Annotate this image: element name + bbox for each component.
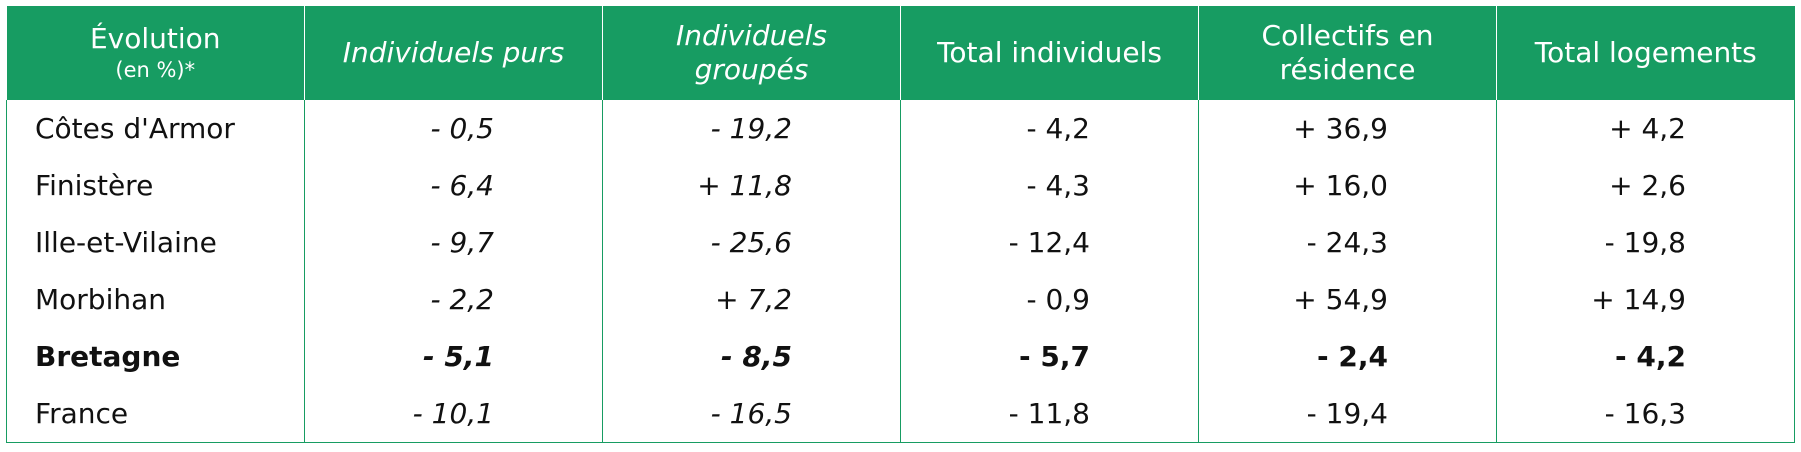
value-cell: + 11,8 (602, 157, 901, 214)
value-cell: - 19,2 (602, 100, 901, 157)
row-label: France (6, 385, 305, 443)
table-row: France - 10,1- 16,5- 11,8- 19,4- 16,3 (6, 385, 1795, 443)
header-row: Évolution (en %)* Individuels purs Indivi… (6, 6, 1795, 100)
value-cell: - 4,3 (900, 157, 1199, 214)
value-cell: - 0,5 (304, 100, 603, 157)
value-cell: - 4,2 (1496, 328, 1795, 385)
header-cell: Total individuels (900, 6, 1199, 100)
value-cell: + 4,2 (1496, 100, 1795, 157)
row-label: Côtes d'Armor (6, 100, 305, 157)
row-label: Bretagne (6, 328, 305, 385)
value-cell: - 4,2 (900, 100, 1199, 157)
header-cell: Collectifs en résidence (1198, 6, 1497, 100)
value-cell: - 16,5 (602, 385, 901, 443)
value-cell: - 8,5 (602, 328, 901, 385)
value-cell: - 12,4 (900, 214, 1199, 271)
value-cell: - 16,3 (1496, 385, 1795, 443)
value-cell: - 10,1 (304, 385, 603, 443)
header-cell: Individuels groupés (602, 6, 901, 100)
value-cell: + 2,6 (1496, 157, 1795, 214)
value-cell: - 25,6 (602, 214, 901, 271)
value-cell: - 19,8 (1496, 214, 1795, 271)
table-row: Finistère - 6,4 + 11,8- 4,3 + 16,0 + 2,6 (6, 157, 1795, 214)
data-table: Évolution (en %)* Individuels purs Indivi… (6, 6, 1795, 443)
table-row: Morbihan - 2,2 + 7,2- 0,9 + 54,9 + 14,9 (6, 271, 1795, 328)
table-body: Côtes d'Armor - 0,5- 19,2- 4,2 + 36,9 + 4,2… (6, 100, 1795, 443)
header-cell: Évolution (en %)* (6, 6, 305, 100)
header-unit: (en %)* (115, 58, 196, 82)
table-row: Côtes d'Armor - 0,5- 19,2- 4,2 + 36,9 + 4,2 (6, 100, 1795, 157)
value-cell: - 5,1 (304, 328, 603, 385)
value-cell: + 36,9 (1198, 100, 1497, 157)
table-row: Ille-et-Vilaine - 9,7- 25,6- 12,4- 24,3- … (6, 214, 1795, 271)
value-cell: - 19,4 (1198, 385, 1497, 443)
row-label: Morbihan (6, 271, 305, 328)
row-label: Ille-et-Vilaine (6, 214, 305, 271)
value-cell: + 16,0 (1198, 157, 1497, 214)
value-cell: - 2,4 (1198, 328, 1497, 385)
value-cell: + 54,9 (1198, 271, 1497, 328)
value-cell: - 9,7 (304, 214, 603, 271)
header-cell: Total logements (1496, 6, 1795, 100)
value-cell: - 24,3 (1198, 214, 1497, 271)
value-cell: - 5,7 (900, 328, 1199, 385)
header-title: Évolution (89, 22, 221, 55)
value-cell: + 7,2 (602, 271, 901, 328)
value-cell: - 11,8 (900, 385, 1199, 443)
value-cell: + 14,9 (1496, 271, 1795, 328)
value-cell: - 6,4 (304, 157, 603, 214)
header-cell: Individuels purs (304, 6, 603, 100)
value-cell: - 2,2 (304, 271, 603, 328)
table-row: Bretagne - 5,1- 8,5- 5,7- 2,4- 4,2 (6, 328, 1795, 385)
value-cell: - 0,9 (900, 271, 1199, 328)
row-label: Finistère (6, 157, 305, 214)
